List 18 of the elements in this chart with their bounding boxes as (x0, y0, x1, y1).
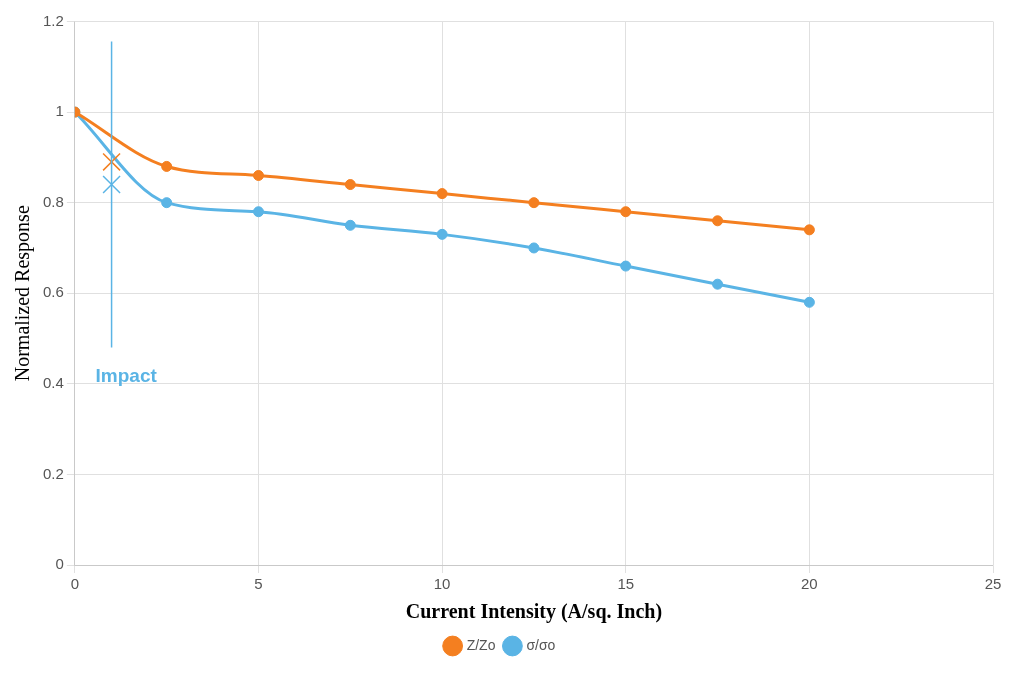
x-tick-label: 10 (433, 575, 451, 593)
y-tick-label: 1 (55, 102, 64, 120)
y-tick-label: 0.2 (42, 464, 64, 482)
y-axis-title: Normalized Response (11, 205, 35, 382)
x-tick-label: 15 (617, 575, 635, 593)
y-tick-label: 1.2 (42, 11, 64, 29)
y-tick-label: 0 (55, 555, 64, 573)
x-tick-label: 0 (70, 575, 80, 593)
legend-label: σ/σo (526, 636, 556, 653)
legend-label: Z/Zo (466, 636, 496, 653)
y-tick-label: 0.6 (42, 283, 64, 301)
x-tick-label: 20 (801, 575, 818, 593)
x-tick-label: 25 (984, 575, 1002, 593)
ref-line-label: Impact (95, 365, 158, 387)
x-axis-title: Current Intensity (A/sq. Inch) (405, 600, 663, 624)
y-tick-label: 0.8 (42, 192, 64, 210)
x-tick-label: 5 (254, 575, 263, 593)
y-tick-label: 0.4 (42, 373, 64, 391)
